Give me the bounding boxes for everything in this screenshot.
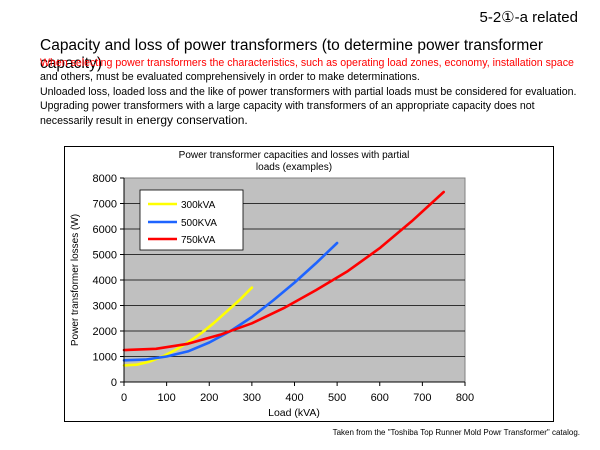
x-tick-label: 0 (121, 392, 127, 404)
y-tick-label: 0 (111, 377, 117, 389)
y-tick-label: 1000 (93, 352, 117, 364)
intro-text: When selecting power transformers the ch… (40, 56, 588, 128)
chart-title-line-2: loads (examples) (256, 162, 332, 173)
legend: 300kVA 500KVA 750kVA (139, 189, 244, 251)
x-tick-label: 800 (456, 392, 474, 404)
intro-emphasis-text: energy conservation. (133, 113, 248, 128)
y-tick-label: 6000 (93, 224, 117, 236)
x-tick-label: 400 (285, 392, 303, 404)
y-tick-label: 5000 (93, 250, 117, 262)
legend-label-300kva: 300kVA (181, 200, 216, 211)
x-tick-label: 100 (157, 392, 175, 404)
intro-paragraph-2: Unloaded loss, loaded loss and the like … (40, 85, 577, 98)
legend-label-500kva: 500KVA (181, 218, 217, 229)
intro-paragraph-3-text: Upgrading power transformers with a larg… (40, 99, 535, 128)
slide-tag: 5-2①-a related (479, 9, 579, 26)
loss-chart-svg: 0 1000 2000 3000 4000 5000 6000 7000 8000 0 100 200… (64, 146, 554, 422)
series-line-750kva (122, 190, 446, 352)
y-tick-label: 7000 (93, 199, 117, 211)
y-tick-label: 3000 (93, 301, 117, 313)
loss-chart: 0 1000 2000 3000 4000 5000 6000 7000 8000 0 100 200… (64, 146, 554, 422)
x-tick-label: 500 (328, 392, 346, 404)
x-tick-label: 700 (413, 392, 431, 404)
x-axis-label: Load (kVA) (268, 407, 320, 419)
x-tick-label: 200 (200, 392, 218, 404)
x-tick-label: 300 (243, 392, 261, 404)
intro-red-text: When selecting power transformers the ch… (40, 57, 574, 69)
chart-title-line-1: Power transformer capacities and losses … (179, 150, 410, 161)
series-layer (122, 190, 446, 367)
y-axis-label: Power transformer losses (W) (70, 214, 81, 346)
y-tick-label: 4000 (93, 275, 117, 287)
axis-layer: 0 1000 2000 3000 4000 5000 6000 7000 8000 0 100 200… (93, 173, 475, 404)
intro-paragraph-3: Upgrading power transformers with a larg… (40, 99, 588, 129)
source-note: Taken from the "Toshiba Top Runner Mold … (332, 428, 580, 437)
page-title: Capacity and loss of power transformers … (40, 37, 544, 72)
intro-paragraph-1: When selecting power transformers the ch… (40, 56, 588, 85)
intro-tail-text: and others, must be evaluated comprehens… (40, 71, 420, 84)
y-tick-label: 8000 (93, 173, 117, 185)
x-tick-label: 600 (371, 392, 389, 404)
legend-label-750kva: 750kVA (181, 235, 216, 246)
y-tick-label: 2000 (93, 326, 117, 338)
